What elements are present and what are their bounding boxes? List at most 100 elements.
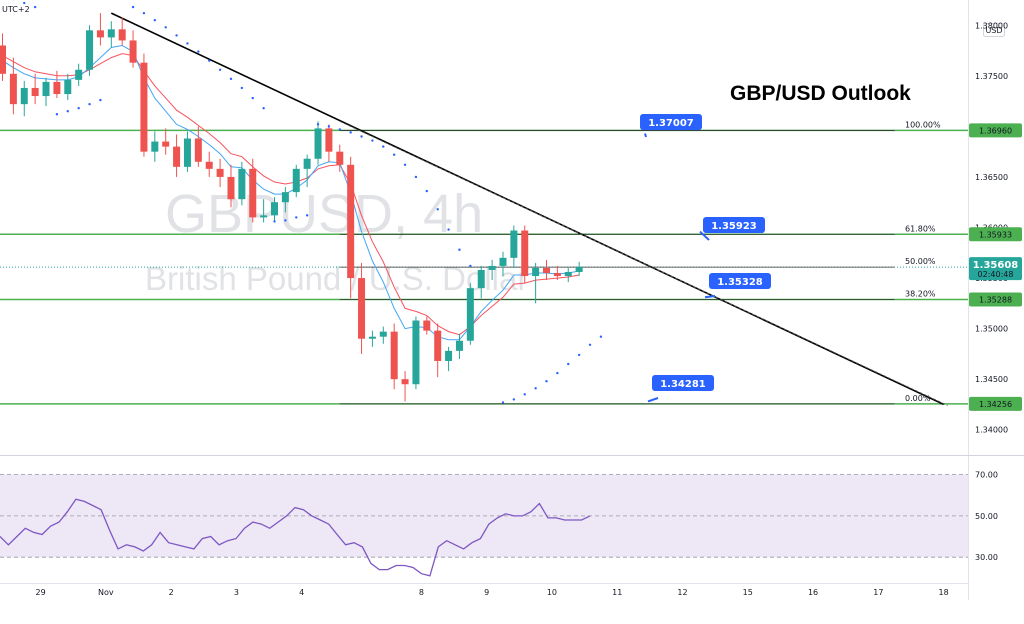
candle-body — [238, 168, 246, 200]
candle — [129, 30, 137, 68]
sar-dot — [240, 86, 244, 90]
time-tick: 2 — [169, 588, 174, 597]
candle — [423, 316, 431, 335]
trendline-group — [110, 12, 948, 406]
price-tick: 1.38000 — [975, 21, 1008, 30]
candle-body — [532, 267, 540, 277]
currency-label: USD — [985, 26, 1002, 35]
sar-dot — [371, 139, 374, 142]
sar-dot — [458, 248, 461, 251]
candle — [151, 131, 159, 162]
candle — [162, 128, 170, 155]
callout-pointer — [704, 295, 716, 299]
candle — [42, 77, 50, 107]
time-tick: 10 — [547, 588, 557, 597]
currency-button[interactable]: USD — [983, 23, 1005, 37]
candle — [434, 323, 442, 378]
time-tick: 9 — [484, 588, 489, 597]
sar-dot — [577, 353, 581, 357]
candle-body — [260, 215, 268, 218]
candle-body — [129, 40, 137, 63]
callout-2: 1.35328 — [704, 273, 771, 299]
sar-dot — [251, 96, 254, 100]
sar-dot — [295, 216, 298, 219]
sar-dot — [66, 110, 69, 113]
sar-dot — [88, 102, 91, 106]
candle — [379, 326, 387, 344]
candle-body — [358, 278, 366, 339]
candle-body — [96, 30, 104, 38]
candle — [9, 57, 17, 115]
sar-dot — [23, 1, 26, 5]
candle-body — [401, 379, 409, 385]
candle-body — [455, 340, 463, 351]
candle-body — [477, 269, 485, 289]
time-tick: 16 — [808, 588, 818, 597]
candle — [510, 225, 518, 268]
time-tick: 4 — [299, 588, 304, 597]
candle-body — [412, 320, 420, 385]
sar-dot — [599, 335, 603, 338]
candle-body — [42, 81, 50, 97]
candle — [575, 261, 583, 277]
candle — [0, 33, 6, 81]
candle-body — [20, 87, 28, 105]
rsi-line — [0, 498, 591, 577]
callout-box — [640, 114, 702, 130]
level-badge-text: 1.35288 — [979, 295, 1012, 304]
time-axis[interactable]: 2829Nov2348910111215161718 — [0, 588, 949, 597]
candle — [412, 316, 420, 390]
candle — [194, 126, 202, 167]
candle-body — [543, 267, 550, 273]
level-badge-box — [969, 123, 1022, 138]
candle — [31, 73, 39, 105]
sar-dot — [501, 401, 505, 404]
sar-dot — [447, 228, 450, 231]
candle-body — [368, 336, 376, 339]
candle — [553, 265, 561, 281]
sar-dot — [338, 128, 341, 131]
candle — [336, 144, 344, 172]
time-tick: 17 — [873, 588, 883, 597]
candle — [401, 371, 409, 402]
sar-dot — [186, 42, 189, 45]
sar-dot — [523, 393, 526, 396]
level-badge-1: 1.35933 — [969, 227, 1022, 242]
candle — [499, 251, 507, 277]
candle — [20, 80, 28, 117]
candle — [96, 13, 104, 46]
sar-dot — [99, 98, 102, 102]
parabolic-sar — [12, 0, 603, 404]
callout-pointer — [644, 133, 647, 138]
level-badge-3: 1.34256 — [969, 396, 1022, 411]
candles — [0, 13, 583, 402]
sar-dot — [382, 145, 385, 148]
sar-dot — [77, 106, 80, 110]
candle — [543, 259, 550, 281]
candle — [75, 63, 83, 86]
level-badge-2: 1.35288 — [969, 292, 1022, 307]
countdown-text: 02:40:48 — [978, 270, 1014, 279]
candle — [314, 121, 322, 165]
moving-averages — [2, 44, 580, 341]
candle-body — [216, 168, 224, 177]
candle — [564, 267, 572, 283]
candle — [488, 259, 496, 281]
candle-body — [466, 288, 474, 341]
sar-dot — [262, 106, 265, 110]
candle-body — [564, 271, 572, 277]
candle — [303, 154, 311, 188]
candle-body — [325, 128, 333, 152]
rsi-tick: 50.00 — [975, 512, 998, 521]
rsi-pane: 70.00 50.00 30.00 — [0, 471, 998, 577]
candle — [358, 262, 366, 354]
candle-body — [379, 331, 387, 337]
candle-body — [173, 146, 181, 167]
price-tick: 1.37500 — [975, 72, 1008, 81]
candle — [368, 330, 376, 347]
candle-body — [553, 273, 561, 277]
time-tick: 18 — [939, 588, 949, 597]
time-tick: 29 — [35, 588, 45, 597]
candle-body — [64, 79, 72, 95]
